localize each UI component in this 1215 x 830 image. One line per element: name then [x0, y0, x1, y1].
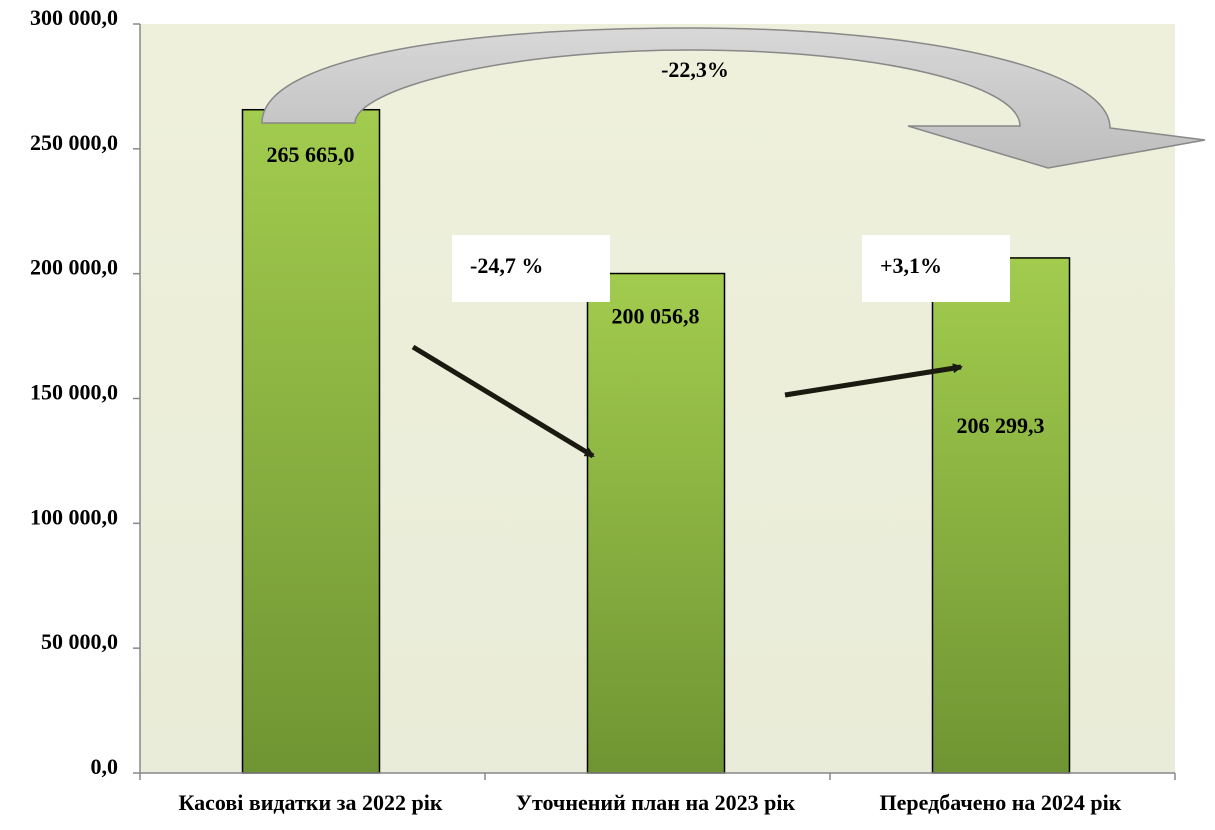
y-tick-label: 0,0: [91, 754, 119, 779]
bar: [586, 272, 726, 774]
annotation: -24,7 %: [470, 253, 543, 278]
data-label: 206 299,3: [957, 413, 1045, 438]
annotation: -22,3%: [661, 57, 729, 82]
x-tick-label: Передбачено на 2024 рік: [880, 790, 1122, 815]
arrow: [784, 363, 963, 398]
curved-arrow: [261, 27, 1206, 169]
x-tick-label: Касові видатки за 2022 рік: [178, 790, 442, 815]
bar: [931, 257, 1071, 774]
arrow: [411, 344, 595, 459]
data-label: 200 056,8: [612, 304, 700, 329]
annotation: +3,1%: [880, 253, 942, 278]
y-tick-label: 100 000,0: [30, 504, 118, 529]
data-label: 265 665,0: [267, 142, 355, 167]
annotation-box: [862, 235, 1010, 302]
annotation-box: [452, 235, 610, 302]
x-tick-label: Уточнений план на 2023 рік: [516, 790, 796, 815]
y-tick-label: 300 000,0: [30, 5, 118, 30]
y-tick-label: 50 000,0: [41, 629, 118, 654]
y-tick-label: 250 000,0: [30, 130, 118, 155]
y-tick-label: 200 000,0: [30, 255, 118, 280]
y-tick-label: 150 000,0: [30, 380, 118, 405]
bar: [241, 108, 381, 774]
